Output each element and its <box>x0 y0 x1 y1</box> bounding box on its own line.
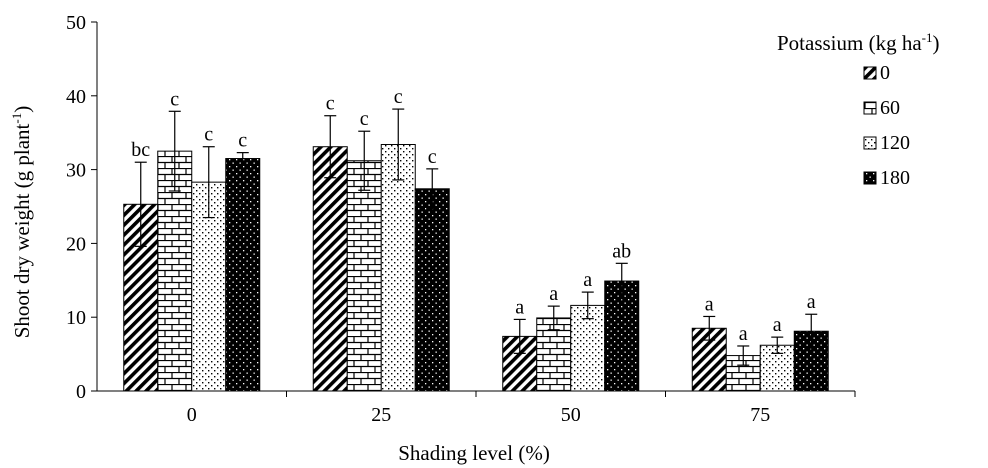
error-bar <box>581 291 594 320</box>
y-tick-label: 10 <box>66 307 86 329</box>
error-bars <box>134 108 818 366</box>
legend-label: 180 <box>880 167 910 189</box>
bar-k120-shade0 <box>191 181 227 392</box>
significance-label: c <box>170 88 179 110</box>
y-tick-label: 50 <box>66 12 86 34</box>
significance-label: a <box>773 314 782 336</box>
x-tick-label: 0 <box>187 404 197 426</box>
error-bar <box>513 318 526 354</box>
y-axis-title: Shoot dry weight (g plant-1) <box>9 106 34 339</box>
legend-title: Potassium (kg ha-1) <box>777 30 940 55</box>
significance-label: c <box>360 108 369 130</box>
significance-label: a <box>739 323 748 345</box>
bar-k180-shade0 <box>225 158 261 392</box>
significance-label: a <box>807 291 816 313</box>
significance-label: c <box>428 146 437 168</box>
legend-swatch <box>863 101 877 115</box>
legend-item-k0: 0 <box>863 62 890 84</box>
x-tick-label: 50 <box>561 404 581 426</box>
y-tick-label: 40 <box>66 86 86 108</box>
legend-item-k120: 120 <box>863 132 910 154</box>
x-tick-label: 75 <box>750 404 770 426</box>
legend-swatch <box>863 171 877 185</box>
error-bar <box>236 152 249 166</box>
significance-label: c <box>394 86 403 108</box>
axes: 0 10 20 30 40 50 0 25 50 75 <box>66 12 856 426</box>
error-bar <box>805 313 818 349</box>
error-bar <box>771 336 784 354</box>
significance-label: c <box>238 130 247 152</box>
x-tick-label: 25 <box>371 404 391 426</box>
significance-label: a <box>515 296 524 318</box>
error-bar <box>168 110 181 192</box>
y-axis-title-sup: -1 <box>9 113 24 124</box>
legend-label: 60 <box>880 97 900 119</box>
legend-swatch <box>863 66 877 80</box>
significance-label: a <box>705 293 714 315</box>
error-bar <box>392 108 405 181</box>
significance-label: c <box>326 93 335 115</box>
legend-item-k180: 180 <box>863 167 910 189</box>
bar-k120-shade25 <box>380 144 416 392</box>
legend-items: 0 60 120 180 <box>863 62 910 189</box>
legend-label: 120 <box>880 132 910 154</box>
error-bar <box>547 305 560 331</box>
bar-k180-shade75 <box>793 330 829 392</box>
bar-k60-shade25 <box>346 160 382 392</box>
significance-label: a <box>583 269 592 291</box>
legend-label: 0 <box>880 62 890 84</box>
error-bar <box>703 315 716 341</box>
significance-label: a <box>549 283 558 305</box>
error-bar <box>134 161 147 247</box>
bar-k180-shade50 <box>604 280 640 392</box>
legend-item-k60: 60 <box>863 97 900 119</box>
legend-title-sup: -1 <box>922 30 933 45</box>
error-bar <box>202 146 215 219</box>
y-axis-title-main: Shoot dry weight (g plant <box>10 123 34 338</box>
bar-k0-shade25 <box>312 146 348 392</box>
significance-label: bc <box>131 139 150 161</box>
legend-title-close: ) <box>933 31 940 55</box>
error-bar <box>324 115 337 179</box>
bar-k180-shade25 <box>414 188 450 392</box>
bars <box>123 144 829 392</box>
error-bar <box>615 262 628 300</box>
legend-swatch <box>863 136 877 150</box>
legend: Potassium (kg ha-1) 0 60 120 180 <box>777 30 940 189</box>
error-bar <box>358 130 371 191</box>
x-axis-title: Shading level (%) <box>398 441 550 465</box>
y-tick-label: 0 <box>76 381 86 403</box>
significance-label: c <box>204 124 213 146</box>
significance-label: ab <box>612 240 631 262</box>
error-bar <box>737 345 750 366</box>
bar-k0-shade75 <box>691 327 727 392</box>
y-tick-label: 30 <box>66 160 86 182</box>
error-bar <box>426 168 439 210</box>
y-tick-label: 20 <box>66 233 86 255</box>
y-axis-title-close: ) <box>10 106 34 113</box>
legend-title-main: Potassium (kg ha <box>777 31 922 55</box>
